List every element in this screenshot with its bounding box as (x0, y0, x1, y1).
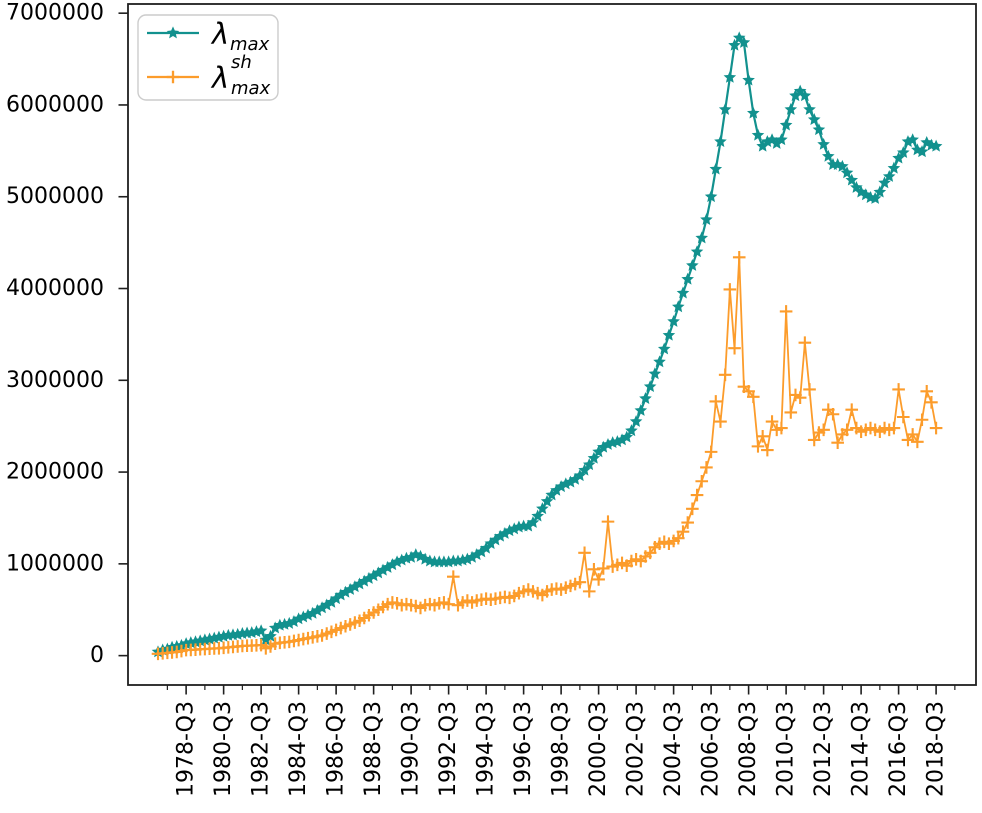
y-axis: 0 1000000 2000000 3000000 4000000 5000000 6000… (6, 1, 128, 668)
legend-label-sup: sh (231, 52, 252, 73)
legend-label-sub: max (230, 34, 270, 55)
y-tick-label: 4000000 (6, 276, 104, 301)
legend-label-symbol: λ (210, 61, 229, 95)
y-tick-label: 3000000 (6, 368, 104, 393)
x-tick-label: 2008-Q3 (736, 701, 761, 797)
legend-item-lambda-max: λ max (147, 17, 270, 55)
y-tick-label: 2000000 (6, 460, 104, 485)
x-tick-label: 2016-Q3 (886, 701, 911, 797)
legend-item-lambda-max-sh: λ sh max (147, 52, 271, 99)
x-tick-label: 2018-Q3 (924, 701, 949, 797)
plus-icon (166, 70, 180, 84)
y-tick-label: 5000000 (6, 184, 104, 209)
y-tick-label: 0 (90, 643, 104, 668)
x-tick-label: 2012-Q3 (811, 701, 836, 797)
x-tick-label: 1986-Q3 (324, 701, 349, 797)
x-tick-label: 1984-Q3 (286, 701, 311, 797)
x-axis: 1978-Q3 1980-Q3 1982-Q3 1984-Q3 1986-Q3 1988-… (166, 685, 956, 797)
legend-label-sub: max (231, 78, 271, 99)
x-tick-label: 2014-Q3 (849, 701, 874, 797)
x-tick-label: 1992-Q3 (436, 701, 461, 797)
x-tick-label: 1980-Q3 (211, 701, 236, 797)
x-tick-label: 1994-Q3 (474, 701, 499, 797)
y-tick-label: 7000000 (6, 1, 104, 26)
series-markers-lambda-max-sh (151, 251, 943, 661)
series-lambda-max (151, 31, 943, 658)
x-tick-label: 2002-Q3 (624, 701, 649, 797)
y-tick-label: 6000000 (6, 92, 104, 117)
x-tick-label: 1988-Q3 (361, 701, 386, 797)
x-tick-label: 1998-Q3 (549, 701, 574, 797)
x-tick-label: 2006-Q3 (699, 701, 724, 797)
x-tick-label: 2000-Q3 (586, 701, 611, 797)
x-tick-label: 2004-Q3 (661, 701, 686, 797)
series-lambda-max-sh (151, 251, 943, 661)
x-tick-label: 2010-Q3 (774, 701, 799, 797)
plot-frame (127, 3, 977, 686)
series-markers-lambda-max (151, 31, 943, 658)
x-tick-label: 1978-Q3 (174, 701, 199, 797)
y-tick-label: 1000000 (6, 551, 104, 576)
x-tick-label: 1996-Q3 (511, 701, 536, 797)
legend-label-symbol: λ (210, 17, 229, 51)
x-tick-label: 1982-Q3 (249, 701, 274, 797)
x-tick-label: 1990-Q3 (399, 701, 424, 797)
star-icon (166, 26, 180, 39)
